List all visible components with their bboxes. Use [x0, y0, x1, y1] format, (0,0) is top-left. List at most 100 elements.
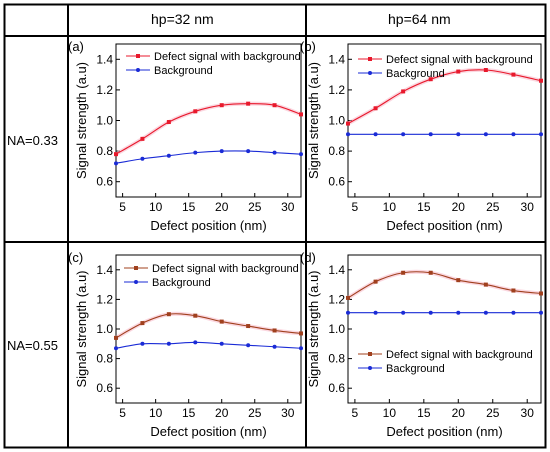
x-tick-label: 30 [521, 200, 535, 214]
y-axis-label: Signal strength (a.u) [74, 62, 89, 179]
data-point [114, 335, 118, 340]
y-tick-label: 0.6 [96, 175, 113, 189]
legend-marker [368, 366, 372, 370]
column-header-hp32: hp=32 nm [151, 11, 214, 27]
data-point [219, 103, 224, 108]
legend-label: Defect signal with background [154, 51, 301, 63]
data-point [456, 132, 461, 137]
series-line [115, 103, 302, 155]
data-point [140, 156, 145, 161]
x-tick-label: 20 [215, 406, 229, 420]
x-tick-label: 15 [417, 200, 431, 214]
data-point [166, 312, 171, 317]
data-point [483, 282, 488, 287]
x-axis-label: Defect position (nm) [150, 424, 266, 439]
legend-label: Background [154, 65, 213, 77]
legend-marker [136, 68, 140, 72]
data-point [246, 149, 251, 154]
data-point [401, 310, 406, 315]
data-point [373, 132, 378, 137]
y-tick-label: 0.6 [328, 175, 345, 189]
y-tick-label: 0.6 [328, 381, 345, 395]
y-tick-label: 0.8 [96, 144, 113, 158]
data-point [373, 279, 378, 284]
data-point [346, 295, 350, 300]
data-point [166, 153, 171, 158]
data-point [299, 112, 303, 117]
x-tick-label: 5 [352, 406, 359, 420]
panel-label: (d) [300, 250, 316, 265]
x-tick-label: 20 [452, 200, 466, 214]
panel-label: (c) [68, 250, 83, 265]
data-point [114, 346, 118, 351]
data-point [483, 310, 488, 315]
data-point [401, 132, 406, 137]
row-header-na055: NA=0.55 [7, 338, 58, 353]
y-tick-label: 1.0 [96, 114, 113, 128]
data-point [140, 136, 145, 141]
data-point [511, 288, 516, 293]
data-point [346, 132, 350, 137]
legend-marker [136, 54, 140, 58]
data-point [428, 77, 433, 82]
series-line [115, 341, 302, 349]
data-point [219, 341, 224, 346]
data-point [272, 344, 277, 349]
data-point [428, 270, 433, 275]
data-point [456, 69, 461, 74]
data-point [193, 313, 198, 318]
x-axis-label: Defect position (nm) [150, 218, 266, 233]
x-tick-label: 30 [521, 406, 535, 420]
y-axis-label: Signal strength (a.u) [306, 270, 321, 387]
legend-label: Defect signal with background [386, 54, 533, 66]
data-point [114, 152, 118, 157]
series-line [347, 69, 542, 125]
y-tick-label: 1.0 [96, 322, 113, 336]
y-axis-label: Signal strength (a.u) [74, 270, 89, 387]
data-point [539, 78, 543, 83]
data-point [246, 101, 251, 106]
data-point [428, 132, 433, 137]
legend-marker [368, 71, 372, 75]
legend-label: Defect signal with background [152, 263, 299, 275]
legend-marker [368, 57, 372, 61]
x-tick-label: 15 [182, 406, 196, 420]
data-point [539, 132, 543, 137]
y-tick-label: 1.0 [328, 114, 345, 128]
y-tick-label: 1.2 [328, 292, 345, 306]
y-tick-label: 1.2 [328, 83, 345, 97]
legend-label: Background [386, 68, 445, 80]
y-tick-label: 1.4 [328, 52, 345, 66]
legend-marker [134, 280, 138, 284]
y-tick-label: 0.8 [96, 352, 113, 366]
data-point [401, 89, 406, 94]
data-point [346, 310, 350, 315]
data-point [456, 310, 461, 315]
y-tick-label: 1.2 [96, 292, 113, 306]
data-point [140, 341, 145, 346]
data-point [193, 340, 198, 345]
legend-marker [134, 266, 138, 270]
x-tick-label: 10 [149, 406, 163, 420]
x-tick-label: 25 [248, 200, 262, 214]
legend-marker [368, 352, 372, 356]
data-point [140, 321, 145, 326]
series-line [115, 150, 302, 164]
data-point [272, 150, 277, 155]
data-point [219, 149, 224, 154]
data-point [373, 310, 378, 315]
x-tick-label: 10 [149, 200, 163, 214]
series-line [347, 271, 542, 299]
legend-label: Background [152, 277, 211, 289]
x-axis-label: Defect position (nm) [386, 424, 502, 439]
data-point [373, 106, 378, 111]
data-point [272, 328, 277, 333]
data-point [193, 109, 198, 114]
x-tick-label: 25 [248, 406, 262, 420]
y-tick-label: 1.4 [328, 263, 345, 277]
data-point [511, 132, 516, 137]
data-point [456, 278, 461, 283]
